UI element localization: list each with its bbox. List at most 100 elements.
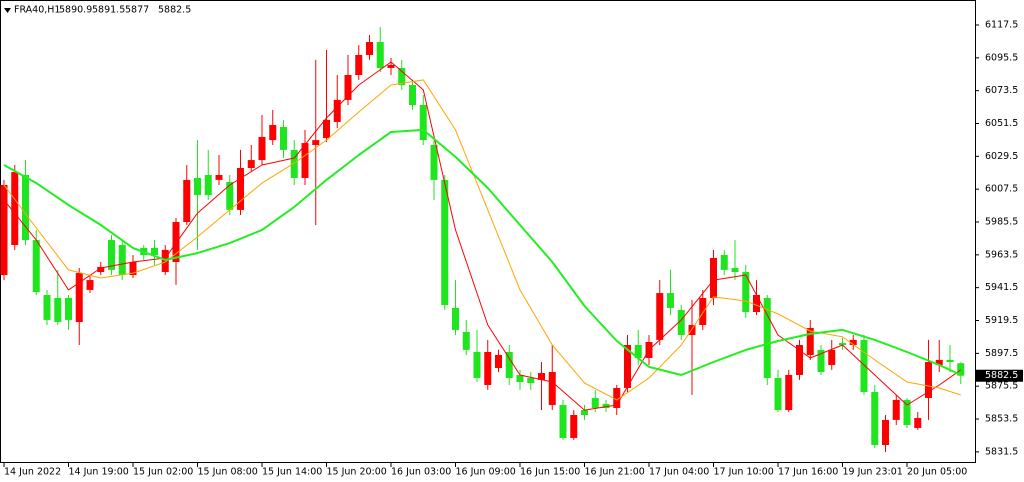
candle-body — [935, 359, 943, 365]
x-tick-label: 15 Jun 08:00 — [198, 467, 258, 478]
candle-body — [882, 419, 889, 445]
candle-body — [849, 339, 857, 345]
candle-body — [215, 174, 223, 180]
candle-body — [258, 136, 266, 161]
candle-body — [925, 362, 932, 398]
candle-body — [226, 182, 234, 210]
candle-body — [161, 249, 169, 273]
candle-body — [290, 149, 298, 178]
candle-body — [441, 179, 449, 305]
candle-body — [409, 84, 416, 105]
candle-body — [108, 240, 115, 270]
moving-average-line — [3, 61, 962, 411]
candle-body — [688, 324, 696, 335]
candle-body — [774, 377, 782, 411]
candle-body — [667, 293, 674, 308]
candle-body — [495, 354, 502, 368]
x-tick-label: 19 Jun 23:01 — [843, 467, 903, 478]
header-close: 5882.5 — [158, 5, 191, 16]
candle-body — [892, 399, 900, 420]
y-tick-label: 5985.5 — [985, 217, 1018, 228]
moving-average-line — [3, 128, 962, 376]
candle-body — [452, 307, 459, 330]
candle-body — [54, 297, 62, 323]
price-box — [976, 369, 1023, 382]
candle-body — [65, 297, 72, 320]
candle-body — [97, 266, 105, 273]
candle-body — [538, 373, 545, 380]
candle-body — [720, 254, 728, 270]
candle-body — [591, 397, 599, 408]
candle-body — [871, 392, 879, 445]
y-tick-label: 5897.5 — [985, 348, 1018, 359]
y-tick-label: 6007.5 — [985, 184, 1018, 195]
candle-body — [796, 344, 803, 375]
y-tick-label: 5853.5 — [985, 414, 1018, 425]
candle-body — [43, 294, 51, 320]
candle-body — [129, 262, 137, 275]
candle-body — [957, 363, 965, 376]
y-tick-label: 5875.5 — [985, 381, 1018, 392]
y-tick-label: 5919.5 — [985, 315, 1018, 326]
candle-body — [914, 417, 922, 428]
menu-triangle[interactable] — [4, 8, 11, 13]
candle-body — [269, 124, 277, 141]
x-tick-label: 16 Jun 15:00 — [520, 467, 580, 478]
candle-body — [172, 222, 180, 263]
plot-frame — [0, 0, 976, 463]
candle-body — [22, 174, 29, 241]
candle-body — [806, 327, 814, 355]
candle-body — [548, 372, 556, 405]
candle-body — [763, 297, 771, 378]
candle-body — [656, 293, 664, 340]
candle-body — [839, 343, 846, 345]
x-tick-label: 14 Jun 2022 — [4, 467, 61, 478]
candle-body — [559, 404, 567, 438]
y-tick-label: 5941.5 — [985, 282, 1018, 293]
header-high: 5891.5 — [92, 5, 125, 16]
x-tick-label: 16 Jun 21:00 — [585, 467, 645, 478]
candle-body — [312, 140, 320, 145]
x-tick-label: 17 Jun 10:00 — [714, 467, 774, 478]
header-open: 5890.9 — [59, 5, 92, 16]
candle-body — [151, 247, 158, 255]
y-tick-label: 6051.5 — [985, 118, 1018, 129]
candle-body — [516, 374, 524, 383]
candle-body — [731, 267, 739, 273]
x-tick-label: 15 Jun 14:00 — [262, 467, 322, 478]
candle-body — [11, 172, 19, 245]
x-tick-label: 17 Jun 04:00 — [649, 467, 709, 478]
candle-body — [860, 339, 868, 393]
y-tick-label: 6029.5 — [985, 151, 1018, 162]
candle-body — [247, 160, 255, 168]
candle-body — [0, 184, 8, 275]
candle-body — [742, 272, 750, 313]
y-tick-label: 5963.5 — [985, 249, 1018, 260]
x-tick-label: 16 Jun 09:00 — [456, 467, 516, 478]
candle-body — [301, 143, 309, 178]
candle-body — [785, 374, 793, 411]
x-tick-label: 15 Jun 20:00 — [327, 467, 387, 478]
candle-body — [828, 349, 836, 365]
candle-body — [333, 99, 341, 123]
candle-body — [946, 359, 954, 363]
candle-body — [355, 54, 363, 75]
candle-body — [699, 297, 707, 325]
x-tick-label: 17 Jun 16:00 — [778, 467, 838, 478]
candle-body — [194, 177, 201, 195]
candle-body — [32, 240, 40, 293]
current-price: 5882.5 — [985, 370, 1018, 381]
candle-body — [602, 403, 610, 408]
candle-body — [462, 332, 470, 350]
x-tick-label: 16 Jun 03:00 — [391, 467, 451, 478]
candle-body — [613, 387, 621, 408]
candle-body — [817, 349, 825, 373]
candle-body — [570, 414, 578, 438]
candle-body — [387, 64, 395, 68]
moving-average-line — [3, 79, 961, 401]
x-tick-label: 20 Jun 05:00 — [907, 467, 967, 478]
candle-body — [430, 144, 438, 180]
candle-body — [280, 126, 287, 150]
